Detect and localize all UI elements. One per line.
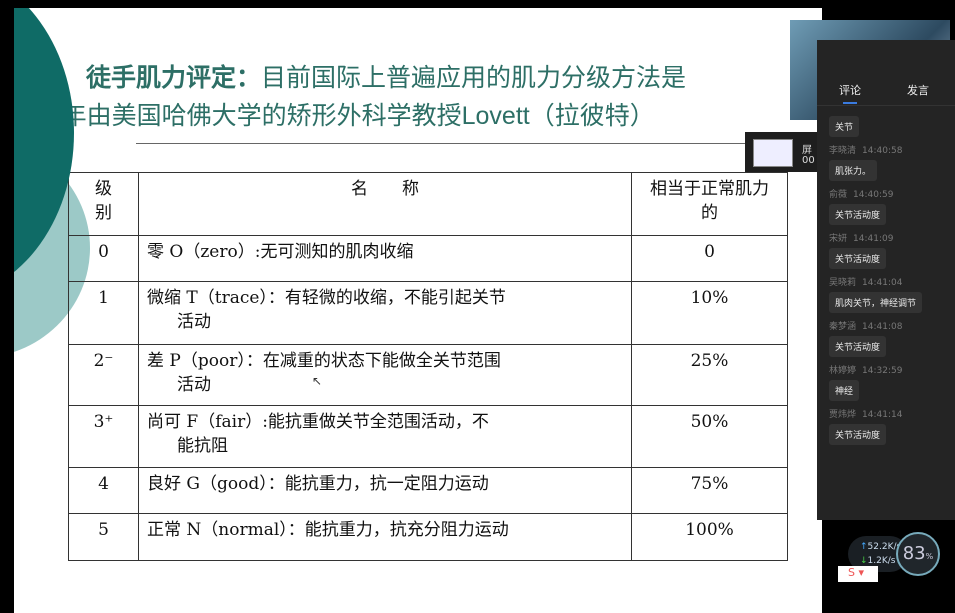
name-text: 正常 N（normal）：能抗重力，抗充分阻力运动	[147, 520, 509, 540]
chat-user: 吴晓莉	[829, 278, 857, 288]
tab-comments[interactable]: 评论	[839, 84, 861, 97]
table-row: 1 微缩 T（trace）：有轻微的收缩，不能引起关节活动 10%	[68, 281, 788, 345]
name-cell: 零 O（zero）:无可测知的肌肉收缩	[138, 235, 632, 282]
table-row: 2⁻ 差 P（poor）：在减重的状态下能做全关节范围活动 25%	[68, 344, 788, 406]
slide: 徒手肌力评定：目前国际上普遍应用的肌力分级方法是 1916年由美国哈佛大学的矫形…	[14, 8, 822, 613]
table-header: 级别 名 称 相当于正常肌力的	[68, 172, 788, 236]
name-text: 良好 G（good）：能抗重力，抗一定阻力运动	[147, 474, 489, 494]
upload-speed: 52.2K/s	[867, 542, 902, 552]
divider	[136, 143, 822, 144]
chat-bubble: 关节活动度	[829, 336, 887, 357]
input-method-icon[interactable]: S ▾	[838, 566, 878, 582]
usage-unit: %	[925, 552, 934, 561]
table-row: 3⁺ 尚可 F（fair）:能抗重做关节全范围活动，不能抗阻 50%	[68, 405, 788, 468]
chat-time: 14:41:04	[862, 278, 903, 288]
chat-time: 14:41:08	[862, 322, 903, 332]
chat-time: 14:40:59	[853, 190, 894, 200]
slide-title: 徒手肌力评定：目前国际上普遍应用的肌力分级方法是	[86, 58, 686, 94]
level-cell: 3⁺	[68, 405, 139, 468]
chat-time: 14:41:14	[862, 410, 903, 420]
chat-message: 宋妍 14:41:09 关节活动度	[829, 231, 955, 269]
title-rest: 目前国际上普遍应用的肌力分级方法是	[261, 64, 687, 92]
name-text-cont: 活动	[177, 312, 211, 332]
chat-user: 秦梦涵	[829, 322, 857, 332]
screen-share-thumbnail[interactable]: 屏 00	[745, 132, 817, 172]
chat-message: 贾炜烨 14:41:14 关节活动度	[829, 407, 955, 445]
chat-message: 秦梦涵 14:41:08 关节活动度	[829, 319, 955, 357]
name-cell: 尚可 F（fair）:能抗重做关节全范围活动，不能抗阻	[138, 405, 632, 468]
chat-user: 宋妍	[829, 234, 848, 244]
download-icon: ↓	[860, 556, 868, 566]
percent-cell: 100%	[631, 513, 788, 561]
chat-message: 俞薇 14:40:59 关节活动度	[829, 187, 955, 225]
level-cell: 5	[68, 513, 139, 561]
chat-message: 林婷婷 14:32:59 神经	[829, 363, 955, 401]
name-cell: 良好 G（good）：能抗重力，抗一定阻力运动	[138, 467, 632, 514]
chat-user: 俞薇	[829, 190, 848, 200]
active-tab-indicator	[843, 102, 857, 104]
chat-message: 李晓清 14:40:58 肌张力。	[829, 143, 955, 181]
percent-cell: 75%	[631, 467, 788, 514]
header-level: 级别	[68, 172, 139, 236]
name-cell: 差 P（poor）：在减重的状态下能做全关节范围活动	[138, 344, 632, 406]
slide-title-line2: 1916年由美国哈佛大学的矫形外科学教授Lovett（拉彼特）	[14, 102, 655, 130]
chat-time: 14:40:58	[862, 146, 903, 156]
tab-speak[interactable]: 发言	[907, 84, 929, 97]
level-cell: 4	[68, 467, 139, 514]
download-speed: 1.2K/s	[867, 556, 896, 566]
chat-user: 林婷婷	[829, 366, 857, 376]
usage-gauge[interactable]: 83%	[896, 532, 940, 576]
table-row: 0 零 O（zero）:无可测知的肌肉收缩 0	[68, 235, 788, 282]
ime-label: S	[848, 566, 855, 579]
percent-cell: 10%	[631, 281, 788, 345]
chat-time: 14:32:59	[862, 366, 903, 376]
chat-bubble: 神经	[829, 380, 860, 401]
chat-panel: 评论 发言 关节 李晓清 14:40:58 肌张力。 俞薇 14:40:59 关节活动度宋…	[817, 40, 955, 520]
table-row: 5 正常 N（normal）：能抗重力，抗充分阻力运动 100%	[68, 513, 788, 561]
upload-icon: ↑	[860, 542, 868, 552]
percent-cell: 0	[631, 235, 788, 282]
name-text: 差 P（poor）：在减重的状态下能做全关节范围	[147, 351, 501, 371]
table-row: 4 良好 G（good）：能抗重力，抗一定阻力运动 75%	[68, 467, 788, 514]
level-cell: 2⁻	[68, 344, 139, 406]
name-cell: 微缩 T（trace）：有轻微的收缩，不能引起关节活动	[138, 281, 632, 345]
chat-bubble: 肌肉关节，神经调节	[829, 292, 923, 313]
level-cell: 0	[68, 235, 139, 282]
chat-bubble: 关节活动度	[829, 424, 887, 445]
name-cell: 正常 N（normal）：能抗重力，抗充分阻力运动	[138, 513, 632, 561]
name-text-cont: 能抗阻	[177, 436, 228, 456]
chat-time: 14:41:09	[853, 234, 894, 244]
thumbnail-image	[753, 139, 793, 167]
level-cell: 1	[68, 281, 139, 345]
share-label: 屏	[802, 145, 812, 156]
name-text-cont: 活动	[177, 375, 211, 395]
name-text: 零 O（zero）:无可测知的肌肉收缩	[147, 242, 414, 262]
share-time: 00	[802, 155, 815, 166]
chat-user: 李晓清	[829, 146, 857, 156]
percent-cell: 50%	[631, 405, 788, 468]
chat-bubble: 肌张力。	[829, 160, 878, 181]
title-bold: 徒手肌力评定：	[86, 64, 262, 92]
usage-value: 83	[902, 543, 926, 564]
chat-bubble: 关节	[829, 116, 860, 137]
header-percent: 相当于正常肌力的	[631, 172, 788, 236]
percent-cell: 25%	[631, 344, 788, 406]
chat-user: 贾炜烨	[829, 410, 857, 420]
chat-message: 吴晓莉 14:41:04 肌肉关节，神经调节	[829, 275, 955, 313]
chat-bubble: 关节活动度	[829, 248, 887, 269]
name-text: 尚可 F（fair）:能抗重做关节全范围活动，不	[147, 412, 489, 432]
name-text: 微缩 T（trace）：有轻微的收缩，不能引起关节	[147, 288, 506, 308]
chat-bubble: 关节活动度	[829, 204, 887, 225]
header-name: 名 称	[138, 172, 632, 236]
mouse-cursor: ↖	[312, 374, 323, 388]
